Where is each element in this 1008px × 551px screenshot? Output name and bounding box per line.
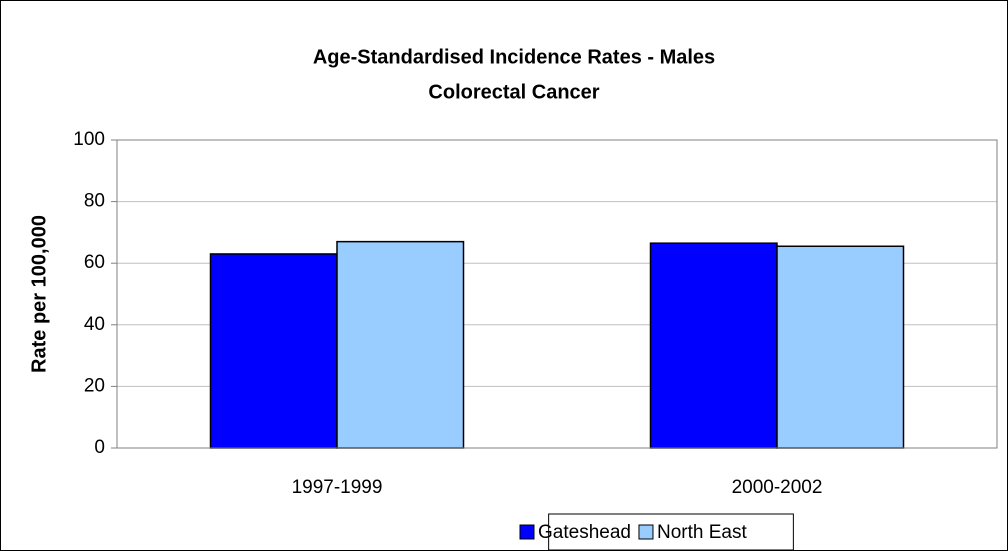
legend-swatch <box>638 524 654 540</box>
legend-swatch <box>519 524 535 540</box>
y-tick-label: 0 <box>94 437 105 458</box>
legend-label: North East <box>657 522 747 543</box>
bar <box>649 242 778 449</box>
y-tick-label: 60 <box>84 252 105 273</box>
x-tick-label: 1997-1999 <box>292 477 383 498</box>
chart-subtitle: Colorectal Cancer <box>428 81 599 103</box>
y-tick-label: 100 <box>73 129 105 150</box>
y-tick-label: 40 <box>84 314 105 335</box>
bar <box>209 253 338 449</box>
bar <box>336 240 465 449</box>
x-tick-label: 2000-2002 <box>732 477 823 498</box>
legend-box <box>548 513 794 551</box>
y-tick-label: 80 <box>84 191 105 212</box>
legend-label: Gateshead <box>538 522 631 543</box>
bar <box>776 245 905 449</box>
y-axis-label: Rate per 100,000 <box>28 215 50 373</box>
chart-title: Age-Standardised Incidence Rates - Males <box>313 46 715 68</box>
y-tick-label: 20 <box>84 375 105 396</box>
